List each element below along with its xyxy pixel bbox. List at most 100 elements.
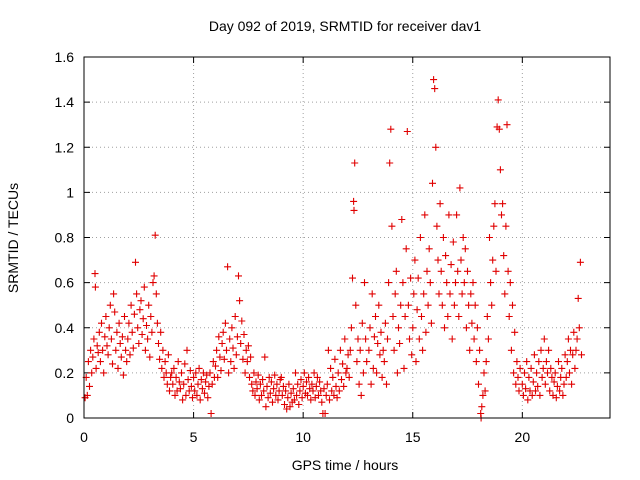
data-point xyxy=(275,387,283,395)
data-point xyxy=(349,274,356,282)
data-point xyxy=(453,211,461,219)
data-point xyxy=(444,313,452,320)
data-point xyxy=(322,391,330,399)
axis-ticks: 0 0.2 0.4 0.6 0.8 1 1.2 1.4 1.6 0 5 10 15 20 xyxy=(55,49,610,445)
data-point xyxy=(166,387,173,395)
data-point xyxy=(95,328,103,336)
data-point xyxy=(221,319,229,327)
data-point xyxy=(442,252,450,260)
data-point xyxy=(571,364,579,372)
data-point xyxy=(218,340,226,347)
data-point xyxy=(385,279,393,287)
data-point xyxy=(514,373,522,381)
data-point xyxy=(344,351,352,359)
data-point xyxy=(204,394,212,402)
data-point xyxy=(498,211,505,219)
data-point xyxy=(294,380,302,388)
data-point xyxy=(533,369,541,377)
data-point xyxy=(438,301,446,309)
data-point xyxy=(267,378,275,386)
data-point xyxy=(84,358,92,366)
data-point xyxy=(215,333,223,341)
data-point xyxy=(235,272,242,280)
data-point xyxy=(488,301,496,309)
data-point xyxy=(118,333,126,341)
data-point xyxy=(159,346,167,354)
data-point xyxy=(92,364,100,372)
data-point xyxy=(458,290,466,298)
data-point xyxy=(562,373,570,381)
data-point xyxy=(295,401,303,408)
data-point xyxy=(367,380,375,388)
data-point xyxy=(547,364,555,372)
data-point xyxy=(424,301,432,309)
data-point xyxy=(320,385,328,393)
data-point xyxy=(238,317,246,325)
data-point xyxy=(228,324,236,332)
data-point xyxy=(569,351,577,359)
data-point xyxy=(134,324,142,332)
data-point xyxy=(568,380,576,388)
data-point xyxy=(372,313,379,320)
data-point xyxy=(305,373,313,381)
data-point xyxy=(117,353,125,361)
data-point xyxy=(286,403,294,411)
data-point xyxy=(540,335,548,343)
data-point xyxy=(269,398,276,406)
data-point xyxy=(539,364,547,372)
data-point xyxy=(191,387,199,395)
data-point xyxy=(150,272,158,280)
data-point xyxy=(425,245,433,253)
x-tick-label: 10 xyxy=(295,429,311,445)
data-point xyxy=(358,319,366,327)
data-point xyxy=(462,324,470,332)
data-point xyxy=(401,313,409,320)
data-point xyxy=(456,184,464,192)
data-point xyxy=(115,319,123,327)
x-tick-label: 15 xyxy=(405,429,421,445)
data-point xyxy=(271,371,279,379)
data-point xyxy=(532,387,539,395)
data-point xyxy=(309,387,317,395)
data-point xyxy=(516,364,524,372)
data-point xyxy=(399,279,407,287)
data-point xyxy=(106,301,114,309)
data-point xyxy=(496,166,504,174)
data-point xyxy=(304,391,311,399)
data-point xyxy=(576,258,584,266)
data-point xyxy=(86,382,93,390)
data-point xyxy=(414,274,422,282)
data-point xyxy=(421,211,429,219)
data-point xyxy=(289,385,297,393)
data-point xyxy=(133,290,141,298)
data-point xyxy=(137,297,145,305)
data-point xyxy=(482,358,490,366)
data-point xyxy=(473,324,481,332)
data-point xyxy=(551,369,559,377)
x-tick-label: 0 xyxy=(80,429,88,445)
data-point xyxy=(126,351,134,359)
data-point xyxy=(502,222,510,230)
data-point xyxy=(224,263,232,271)
data-point xyxy=(525,373,533,381)
data-point xyxy=(179,396,187,404)
data-point xyxy=(264,394,272,402)
data-point xyxy=(527,364,535,372)
data-point xyxy=(555,358,562,366)
data-point xyxy=(470,335,478,343)
data-point xyxy=(121,313,128,320)
data-point xyxy=(190,373,198,381)
data-point xyxy=(478,403,486,411)
data-point xyxy=(255,396,263,404)
data-point xyxy=(343,364,351,372)
data-point xyxy=(138,331,146,338)
data-point xyxy=(277,373,285,381)
data-point xyxy=(219,328,227,336)
data-point xyxy=(149,279,157,287)
data-point xyxy=(266,389,274,397)
data-point xyxy=(392,267,400,275)
data-point xyxy=(450,301,458,309)
data-point xyxy=(226,335,234,343)
data-point xyxy=(232,351,240,359)
